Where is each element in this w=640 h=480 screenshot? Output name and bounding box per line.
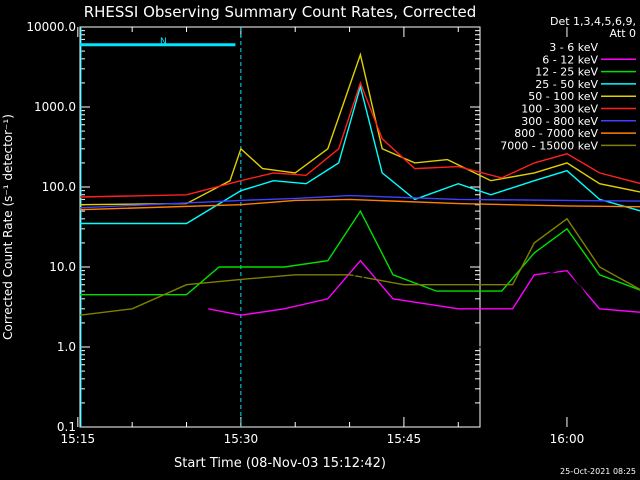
legend-label: 100 - 300 keV xyxy=(521,103,598,116)
x-tick-label: 15:30 xyxy=(224,432,259,446)
legend-label: 3 - 6 keV xyxy=(549,41,598,54)
x-tick-label: 15:15 xyxy=(61,432,96,446)
legend-label: 25 - 50 keV xyxy=(535,78,598,91)
x-tick-label: 16:00 xyxy=(550,432,585,446)
series-line xyxy=(79,198,640,211)
legend-header-1: Det 1,3,4,5,6,9, xyxy=(550,15,636,28)
legend-label: 800 - 7000 keV xyxy=(514,127,598,140)
legend-label: 50 - 100 keV xyxy=(528,90,598,103)
legend-label: 6 - 12 keV xyxy=(542,53,598,66)
n-marker-label: N xyxy=(160,37,167,47)
legend-label: 12 - 25 keV xyxy=(535,66,598,79)
y-axis: 0.1 1.0 10.0 100.0 1000.0 10000.0 xyxy=(26,20,480,434)
x-axis-label: Start Time (08-Nov-03 15:12:42) xyxy=(174,456,386,471)
x-tick-label: 15:45 xyxy=(387,432,422,446)
chart-title: RHESSI Observing Summary Count Rates, Co… xyxy=(84,3,477,21)
y-tick-label: 100.0 xyxy=(42,180,76,194)
series-line xyxy=(208,259,640,316)
series-line xyxy=(80,209,640,296)
series-line xyxy=(79,217,640,316)
y-axis-label: Corrected Count Rate (s⁻¹ detector⁻¹) xyxy=(1,114,15,340)
series-line xyxy=(79,194,640,209)
time-markers xyxy=(80,27,242,427)
series-line xyxy=(327,266,640,348)
legend-label: 300 - 800 keV xyxy=(521,115,598,128)
y-tick-label: 1000.0 xyxy=(34,100,76,114)
series-line xyxy=(80,83,640,225)
plot-frame xyxy=(79,26,481,428)
y-tick-label: 10000.0 xyxy=(26,20,76,34)
series-line xyxy=(79,52,640,206)
y-tick-label: 10.0 xyxy=(49,260,76,274)
y-tick-label: 0.1 xyxy=(57,420,76,434)
legend-header-2: Att 0 xyxy=(610,27,636,40)
series-lines xyxy=(79,52,640,348)
series-line xyxy=(79,80,640,198)
legend-label: 7000 - 15000 keV xyxy=(500,139,598,152)
timestamp: 25-Oct-2021 08:25 xyxy=(560,467,636,476)
y-tick-label: 1.0 xyxy=(57,340,76,354)
